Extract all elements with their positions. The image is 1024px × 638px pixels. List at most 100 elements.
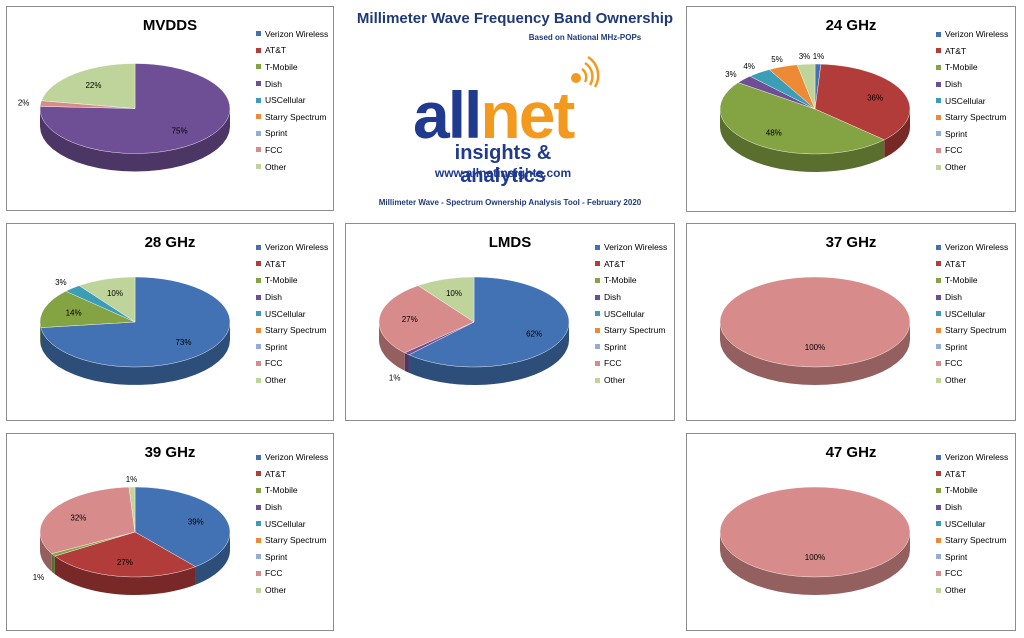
legend-item-uscellular: USCellular [256, 305, 328, 322]
legend-item-dish: Dish [936, 76, 1008, 93]
legend-swatch [936, 587, 941, 593]
legend-swatch [936, 327, 941, 333]
legend-swatch [936, 131, 941, 137]
legend-swatch [936, 48, 941, 54]
header-subtitle: Based on National MHz-POPs [528, 33, 642, 42]
legend-label: Dish [265, 78, 283, 89]
legend-label: T-Mobile [604, 275, 637, 286]
legend-label: USCellular [604, 308, 645, 319]
chart-legend: Verizon Wireless AT&T T-Mobile Dish USCellul… [256, 449, 328, 598]
legend-item-sprint: Sprint [936, 339, 1008, 356]
legend-label: USCellular [945, 308, 986, 319]
legend-swatch [256, 261, 261, 267]
pie-slice-fcc [719, 276, 911, 368]
legend-swatch [595, 294, 600, 300]
legend-swatch [936, 64, 941, 70]
data-label-fcc: 100% [805, 343, 825, 352]
legend-swatch [936, 454, 941, 460]
legend-label: AT&T [265, 258, 287, 269]
legend-item-fcc: FCC [256, 565, 328, 582]
legend-label: USCellular [945, 518, 986, 529]
legend-label: Starry Spectrum [265, 111, 327, 122]
legend-swatch [936, 81, 941, 87]
legend-swatch [595, 277, 600, 283]
data-label-verizon-wireless: 39% [188, 518, 204, 527]
legend-label: Verizon Wireless [265, 452, 329, 463]
legend-swatch [936, 471, 941, 477]
pie-chart: 100% [719, 486, 911, 595]
pie-side-verizon-wireless [40, 322, 230, 385]
legend-item-dish: Dish [936, 289, 1008, 306]
data-label-verizon-wireless: 62% [526, 329, 542, 338]
pie-slice-verizon-wireless [134, 486, 231, 567]
legend-swatch [595, 377, 600, 383]
legend-label: FCC [945, 358, 963, 369]
legend-swatch [595, 344, 600, 350]
chart-panel-lmds: LMDS 62% 1% 27% 10% Verizon Wireless AT&T T-Mob… [345, 223, 675, 421]
legend-label: Starry Spectrum [265, 535, 327, 546]
legend-item-at-t: AT&T [256, 466, 328, 483]
legend-swatch [936, 261, 941, 267]
legend-swatch [256, 487, 261, 493]
legend-label: AT&T [604, 258, 626, 269]
data-label-other: 22% [85, 81, 101, 90]
legend-label: Sprint [265, 551, 288, 562]
legend-label: Other [265, 375, 287, 386]
legend-label: Sprint [265, 128, 288, 139]
legend-swatch [256, 587, 261, 593]
legend-label: Starry Spectrum [945, 325, 1007, 336]
legend-item-starry-spectrum: Starry Spectrum [936, 532, 1008, 549]
legend-swatch [936, 114, 941, 120]
pie-side-fcc [720, 532, 910, 595]
legend-item-dish: Dish [595, 289, 667, 306]
legend-item-uscellular: USCellular [936, 305, 1008, 322]
legend-item-uscellular: USCellular [595, 305, 667, 322]
legend-swatch [256, 244, 261, 250]
data-label-t-mobile: 1% [33, 573, 45, 582]
legend-item-verizon-wireless: Verizon Wireless [256, 239, 328, 256]
pie-slice-verizon-wireless [40, 276, 231, 368]
legend-label: FCC [945, 145, 963, 156]
data-label-dish: 1% [389, 374, 401, 383]
pie-side-dish [404, 352, 409, 373]
legend-item-at-t: AT&T [256, 256, 328, 273]
legend-swatch [936, 504, 941, 510]
legend-swatch [595, 261, 600, 267]
legend-label: Sprint [945, 341, 968, 352]
chart-panel-37ghz: 37 GHz 100% Verizon Wireless AT&T T-Mobile Di… [686, 223, 1016, 421]
legend-swatch [936, 570, 941, 576]
data-label-dish: 3% [725, 70, 737, 79]
data-label-fcc: 27% [402, 315, 418, 324]
chart-panel-47ghz: 47 GHz 100% Verizon Wireless AT&T T-Mobile Di… [686, 433, 1016, 631]
legend-label: AT&T [945, 258, 967, 269]
legend-item-t-mobile: T-Mobile [595, 272, 667, 289]
legend-item-other: Other [936, 159, 1008, 176]
data-label-starry-spectrum: 5% [771, 55, 783, 64]
pie-chart: 100% [719, 276, 911, 385]
legend-swatch [936, 537, 941, 543]
chart-legend: Verizon Wireless AT&T T-Mobile Dish USCellul… [595, 239, 667, 388]
legend-item-at-t: AT&T [936, 466, 1008, 483]
data-label-t-mobile: 48% [766, 129, 782, 138]
legend-label: Other [945, 162, 967, 173]
legend-label: AT&T [265, 45, 287, 56]
legend-item-uscellular: USCellular [256, 92, 328, 109]
legend-swatch [256, 504, 261, 510]
legend-label: Dish [945, 79, 963, 90]
legend-item-t-mobile: T-Mobile [256, 482, 328, 499]
pie-side-fcc [379, 322, 405, 371]
data-label-other: 1% [126, 475, 138, 484]
legend-label: Dish [265, 502, 283, 513]
chart-legend: Verizon Wireless AT&T T-Mobile Dish USCellul… [256, 26, 328, 175]
legend-swatch [256, 344, 261, 350]
data-label-uscellular: 4% [743, 62, 755, 71]
legend-item-uscellular: USCellular [256, 515, 328, 532]
pie-slice-verizon-wireless [408, 276, 570, 368]
legend-swatch [936, 554, 941, 560]
pie-slice-fcc [719, 486, 911, 578]
legend-item-fcc: FCC [256, 142, 328, 159]
legend-swatch [936, 98, 941, 104]
legend-item-starry-spectrum: Starry Spectrum [256, 108, 328, 125]
chart-legend: Verizon Wireless AT&T T-Mobile Dish USCellul… [936, 26, 1008, 175]
chart-panel-28ghz: 28 GHz 73% 14% 3% 10% Verizon Wireless AT&T T-M… [6, 223, 334, 421]
